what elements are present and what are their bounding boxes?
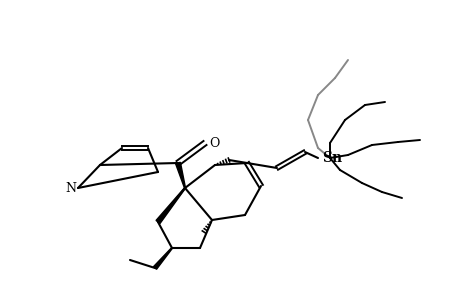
Polygon shape [153,248,172,269]
Polygon shape [156,188,185,224]
Text: O: O [208,136,218,149]
Text: Sn: Sn [321,151,341,165]
Text: N: N [65,182,76,194]
Polygon shape [175,162,185,188]
